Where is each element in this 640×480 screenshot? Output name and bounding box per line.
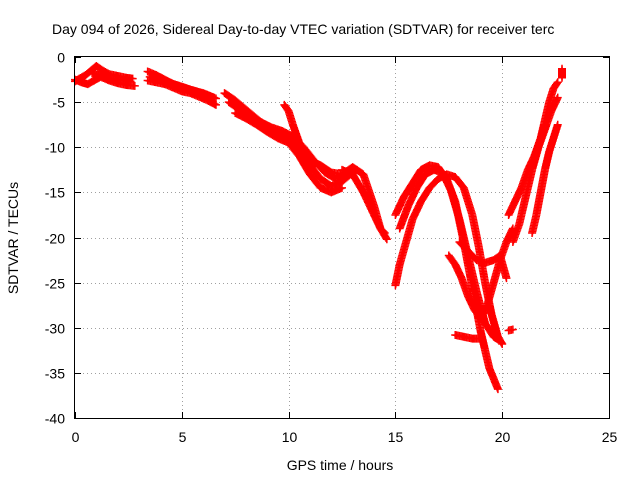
data-series [231,108,346,197]
plot-frame [74,56,610,419]
y-tick-label: -40 [45,411,65,427]
data-point [126,77,135,86]
data-point [553,93,562,102]
x-tick-label: 10 [282,429,298,445]
y-tick-label: -35 [45,366,65,382]
data-point [209,93,218,102]
data-point [379,227,388,236]
data-point [130,81,139,90]
data-series [391,170,507,348]
data-point [552,79,561,88]
data-series [455,238,511,283]
y-axis-label: SDTVAR / TECUs [5,182,21,294]
x-tick-label: 25 [602,429,618,445]
data-point [493,335,502,344]
x-tick-label: 0 [72,429,80,445]
data-series [504,325,517,335]
data-point [493,385,502,394]
data-series [451,330,485,343]
data-points [71,62,567,394]
data-point [553,78,562,87]
data-series [508,93,562,247]
x-axis-label: GPS time / hours [287,457,394,473]
data-point [382,233,391,242]
data-point [382,235,391,244]
x-tick-label: 5 [179,429,187,445]
data-series [145,72,218,102]
data-point [498,339,507,348]
data-point [558,73,567,82]
x-tick-label: 20 [495,429,511,445]
axis-ticks: 0 5 10 15 20 25 0 -5 -10 -15 -20 -25 -30 -35 -40 [45,50,618,446]
chart-title: Day 094 of 2026, Sidereal Day-to-day VTE… [52,21,554,37]
y-tick-label: -30 [45,321,65,337]
data-point [338,183,346,192]
grid [75,57,609,418]
data-series [528,120,562,237]
data-point [380,228,389,237]
data-series [338,165,389,237]
data-point [211,100,220,109]
data-series [88,69,135,86]
data-point [476,334,485,343]
data-point [508,325,517,334]
data-point [553,120,562,129]
y-tick-label: -15 [45,185,65,201]
data-series [558,64,567,82]
data-point [502,274,511,283]
x-tick-label: 15 [388,429,404,445]
y-tick-label: -10 [45,140,65,156]
y-tick-label: 0 [57,50,65,66]
y-tick-label: -20 [45,231,65,247]
y-tick-label: -5 [53,95,66,111]
y-tick-label: -25 [45,276,65,292]
